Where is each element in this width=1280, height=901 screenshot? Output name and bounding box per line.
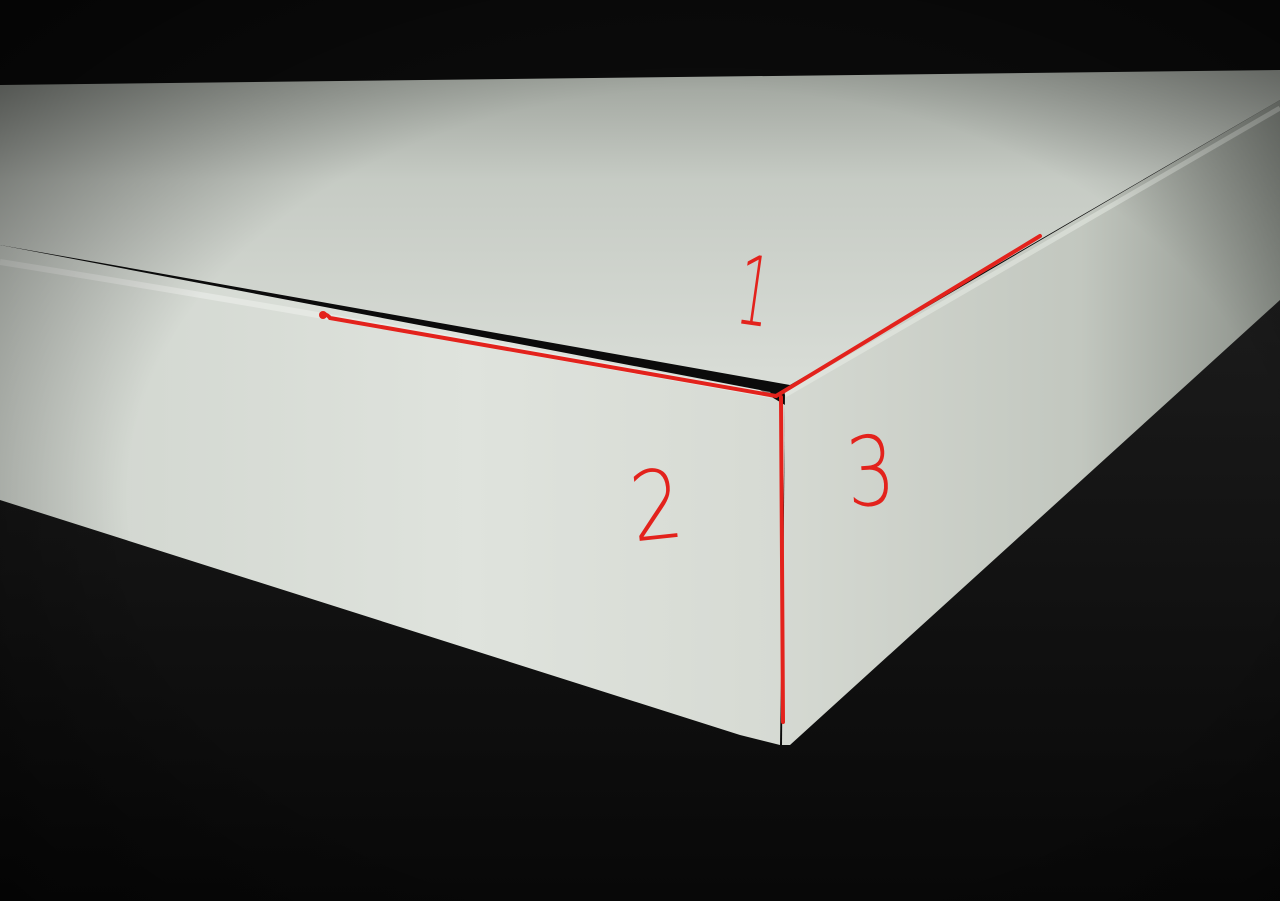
edge-label-3: 3 [842,414,899,530]
edge-line-start-dot [319,311,327,319]
edge-label-2: 2 [624,447,689,565]
edge-line-3 [774,234,1042,398]
edge-line-2 [779,395,785,724]
